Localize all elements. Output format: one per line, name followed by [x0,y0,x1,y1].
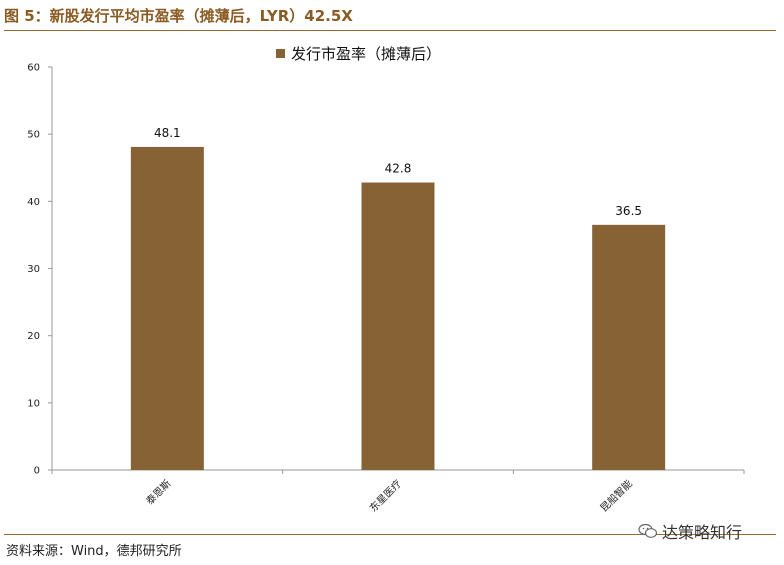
category-label: 昆船智能 [597,477,634,514]
bar-1 [130,146,204,470]
y-tick-label: 50 [27,130,40,141]
bars [130,146,666,470]
watermark: 达策略知行 [638,519,742,543]
category-label: 泰恩斯 [143,477,173,507]
value-labels: 48.1 42.8 36.5 [154,126,642,218]
y-tick-label: 40 [27,197,40,208]
footer-divider [4,534,776,535]
bar-3 [592,224,666,470]
source-note: 资料来源：Wind，德邦研究所 [6,544,182,559]
category-label: 东星医疗 [367,477,404,514]
y-tick-label: 0 [34,466,40,477]
value-label: 36.5 [615,204,642,218]
bar-2 [361,182,435,470]
y-tick-label: 10 [27,398,40,409]
y-tick-label: 30 [27,264,40,275]
bar-chart: 发行市盈率（摊薄后） 0 10 20 30 40 50 60 48.1 42.8 36.5 泰恩… [27,45,745,514]
watermark-text: 达策略知行 [662,523,743,542]
legend-label: 发行市盈率（摊薄后） [291,45,441,63]
figure-title: 图 5：新股发行平均市盈率（摊薄后，LYR）42.5X [4,7,353,25]
legend: 发行市盈率（摊薄后） [276,45,441,63]
legend-swatch [276,49,285,58]
title-divider [4,30,776,31]
wechat-icon [638,523,658,538]
value-label: 42.8 [385,162,412,176]
y-axis-ticks: 0 10 20 30 40 50 60 [27,63,52,477]
value-label: 48.1 [154,126,181,140]
y-tick-label: 20 [27,331,40,342]
y-tick-label: 60 [27,63,40,74]
x-axis-ticks: 泰恩斯 东星医疗 昆船智能 [51,470,745,514]
